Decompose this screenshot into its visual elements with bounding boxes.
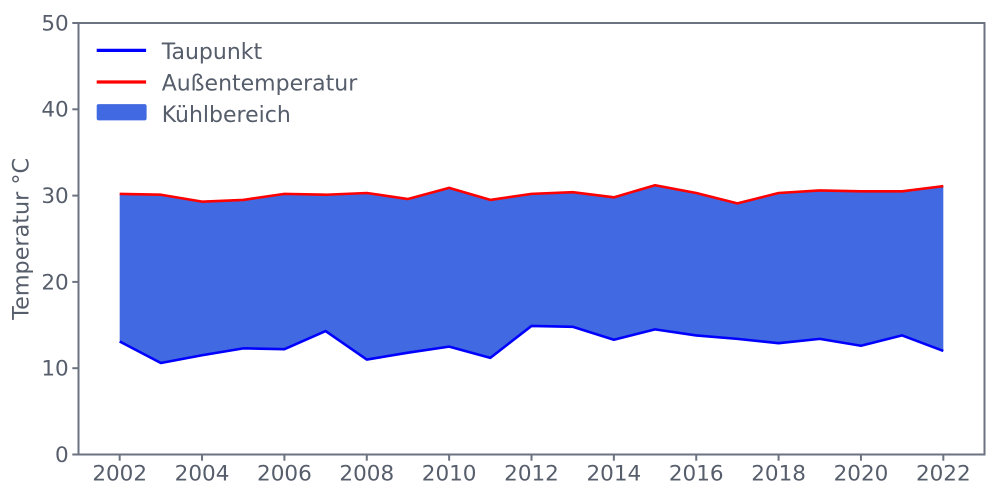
x-tick-label: 2020 (834, 462, 889, 487)
y-axis-label: Temperatur °C (9, 158, 35, 321)
legend-label-kuehlbereich: Kühlbereich (162, 103, 291, 128)
y-tick-label: 10 (41, 357, 68, 382)
x-tick-label: 2006 (257, 462, 312, 487)
legend-item-kuehlbereich: Kühlbereich (96, 103, 291, 128)
legend: Taupunkt Außentemperatur Kühlbereich (96, 40, 359, 128)
series-taupunkt-line (119, 324, 944, 365)
x-tick-label: 2014 (587, 462, 642, 487)
y-tick-label: 30 (41, 184, 68, 209)
legend-patch-swatch-kuehlbereich (96, 104, 147, 121)
legend-item-aussentemperatur: Außentemperatur (96, 71, 359, 96)
aussentemperatur-polyline (119, 183, 944, 205)
x-tick-label: 2018 (751, 462, 806, 487)
x-tick-label: 2012 (504, 462, 559, 487)
legend-label-aussentemperatur: Außentemperatur (162, 71, 359, 96)
x-tick-label: 2008 (339, 462, 394, 487)
legend-label-taupunkt: Taupunkt (161, 40, 263, 65)
plot-border (77, 22, 986, 456)
y-tick-label: 40 (41, 98, 68, 123)
y-tick-label: 0 (55, 443, 69, 468)
y-tick-label: 50 (41, 11, 68, 36)
x-tick-label: 2022 (916, 462, 971, 487)
x-tick-label: 2010 (422, 462, 477, 487)
x-tick-label: 2016 (669, 462, 724, 487)
y-tick-label: 20 (41, 270, 68, 295)
taupunkt-polyline (119, 324, 944, 365)
series-kuehlbereich-area (119, 185, 944, 364)
kuehlbereich-fill-polygon (119, 185, 944, 364)
x-tick-label: 2004 (175, 462, 230, 487)
legend-item-taupunkt: Taupunkt (96, 40, 263, 65)
series-aussentemperatur-line (119, 183, 944, 205)
y-axis: 0 10 20 30 40 50 (41, 11, 78, 468)
x-tick-label: 2002 (92, 462, 147, 487)
x-axis: 2002 2004 2006 2008 2010 2012 2014 2016 2018 2020… (92, 455, 971, 487)
